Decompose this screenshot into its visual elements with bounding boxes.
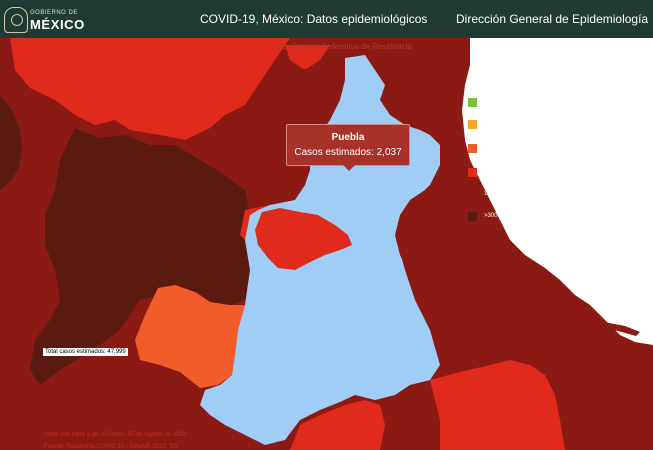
legend-range: 51 a 100 [484, 99, 508, 105]
gobierno-logo: GOBIERNO DE MÉXICO [4, 4, 84, 34]
state-region-light-red-n[interactable] [285, 45, 330, 70]
state-region-brown-inner[interactable] [160, 235, 205, 295]
legend-range: 1001 a 3000 [484, 191, 518, 197]
legend-title: Número de Casos activos estimados * [468, 76, 570, 82]
legend-swatch [468, 190, 477, 199]
coastline-islet [604, 322, 640, 336]
state-region-brown-center[interactable] [30, 128, 250, 385]
logo-text-top: GOBIERNO DE [30, 10, 78, 16]
state-region-light-red-s[interactable] [290, 400, 385, 450]
header-bar: GOBIERNO DE MÉXICO COVID-19, México: Dat… [0, 0, 653, 38]
legend-swatch [468, 168, 477, 177]
coat-of-arms-icon [4, 7, 28, 33]
legend-range: 501 a 1000 [484, 169, 515, 175]
legend-count: (14 estados) [538, 191, 572, 197]
data-source: Fuente: Plataforma COVID-19 / SINAVE 202… [44, 444, 178, 450]
logo-text-bottom: MÉXICO [30, 17, 85, 32]
legend-count: (1 estado) [538, 121, 566, 127]
state-region-orange[interactable] [135, 285, 245, 388]
legend-count: (0 estados) [538, 99, 569, 105]
total-cases-label: Total casos estimados: 47,999 [43, 348, 128, 356]
state-region-light-red-nw[interactable] [10, 38, 290, 140]
state-region-light-red-se[interactable] [430, 360, 565, 450]
state-region-brown-w[interactable] [0, 95, 22, 190]
gulf-of-mexico [462, 38, 653, 345]
legend-swatch [468, 212, 477, 221]
page-title: COVID-19, México: Datos epidemiológicos [200, 12, 428, 26]
tooltip-state-name: Puebla [331, 132, 365, 143]
legend-count: (10 estados) [538, 169, 572, 175]
map-subtitle: por Entidad Federativa de Residencia [278, 42, 412, 51]
state-region-dark-red-n[interactable] [250, 62, 345, 140]
legend-range: 101 a 250 [484, 121, 511, 127]
legend-range: >3000 [484, 213, 501, 219]
legend-count: (4 estados) [538, 145, 569, 151]
organization-name: Dirección General de Epidemiología [456, 12, 649, 26]
legend-swatch [468, 144, 477, 153]
legend-count: (3 estados) [538, 213, 569, 219]
legend-swatch [468, 98, 477, 107]
tooltip-cases: Casos estimados: 2,037 [294, 147, 402, 158]
map-area[interactable] [0, 38, 653, 450]
state-tooltip: Puebla Casos estimados: 2,037 [286, 124, 410, 171]
state-region-dark-red-e[interactable] [385, 38, 653, 450]
cutoff-date: Corte con corte a las 09:00hrs, 07 de Ag… [44, 432, 187, 438]
legend-range: 251 a 500 [484, 145, 511, 151]
state-region-light-red-tlaxcala[interactable] [255, 208, 352, 270]
legend-swatch [468, 120, 477, 129]
